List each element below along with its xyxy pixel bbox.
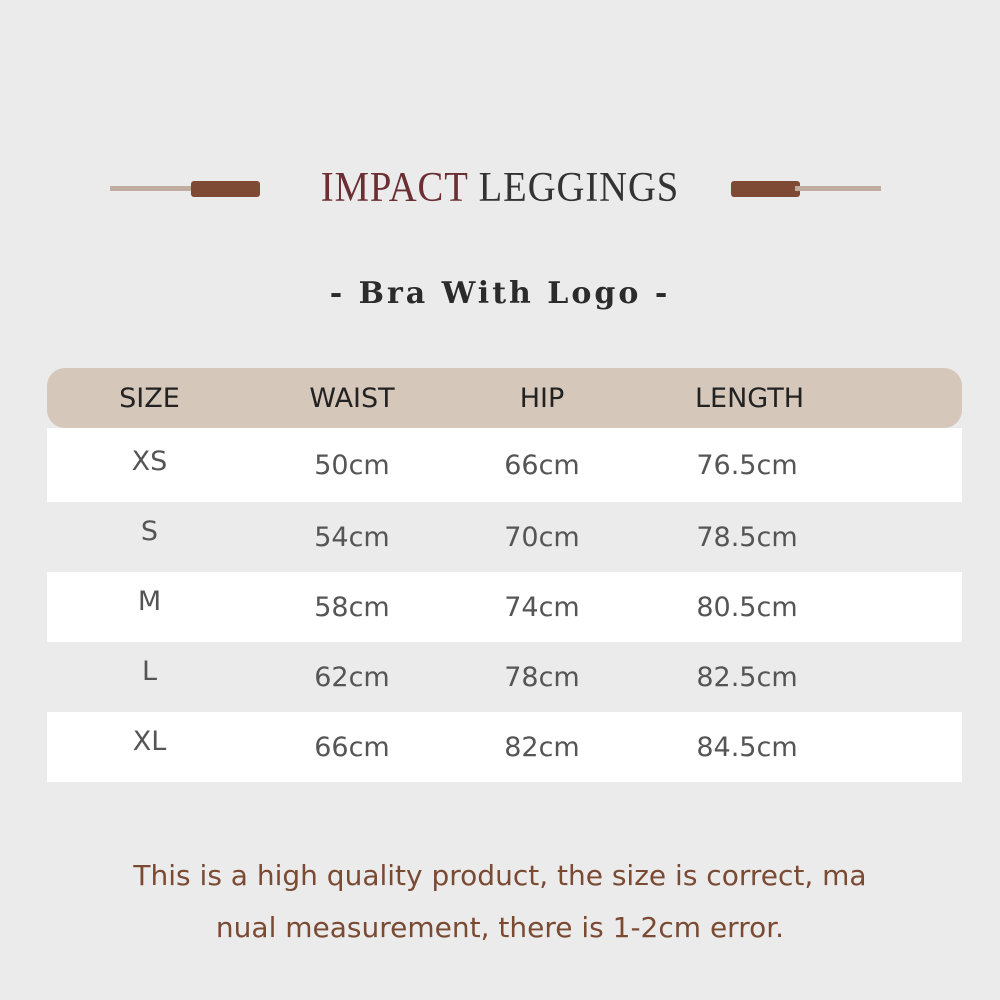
note-line-1: This is a high quality product, the size…: [133, 859, 867, 892]
header-hip: HIP: [519, 382, 565, 414]
cell-length: 76.5cm: [696, 449, 798, 481]
table-row: M 58cm 74cm 80.5cm: [47, 572, 962, 642]
cell-hip: 78cm: [504, 661, 580, 693]
cell-size: L: [141, 656, 158, 687]
cell-hip: 66cm: [504, 449, 580, 481]
header-length: LENGTH: [694, 382, 805, 414]
measurement-note: This is a high quality product, the size…: [0, 850, 1000, 954]
title-accent: IMPACT: [320, 165, 469, 211]
cell-length: 80.5cm: [696, 591, 798, 623]
table-row: XL 66cm 82cm 84.5cm: [47, 712, 962, 782]
cell-size: M: [137, 586, 162, 617]
title-banner: IMPACT LEGGINGS: [0, 160, 1000, 220]
cell-length: 82.5cm: [696, 661, 798, 693]
cell-length: 84.5cm: [696, 731, 798, 763]
cell-hip: 82cm: [504, 731, 580, 763]
cell-size: S: [140, 516, 159, 547]
decorative-bar-right: [731, 181, 800, 197]
header-size: SIZE: [119, 382, 180, 414]
cell-hip: 74cm: [504, 591, 580, 623]
table-header: SIZE WAIST HIP LENGTH: [47, 368, 962, 428]
table-row: XS 50cm 66cm 76.5cm: [47, 428, 962, 502]
note-line-2: nual measurement, there is 1-2cm error.: [215, 911, 785, 944]
table-row: S 54cm 70cm 78.5cm: [47, 502, 962, 572]
decorative-bar-left: [191, 181, 260, 197]
cell-waist: 50cm: [314, 449, 390, 481]
cell-waist: 54cm: [314, 521, 390, 553]
decorative-line-right: [795, 186, 881, 191]
cell-waist: 66cm: [314, 731, 390, 763]
decorative-line-left: [110, 186, 200, 191]
cell-waist: 58cm: [314, 591, 390, 623]
cell-hip: 70cm: [504, 521, 580, 553]
cell-waist: 62cm: [314, 661, 390, 693]
page-title: IMPACT LEGGINGS: [40, 164, 960, 212]
cell-size: XL: [132, 726, 167, 757]
cell-length: 78.5cm: [696, 521, 798, 553]
subtitle: - Bra With Logo -: [329, 276, 671, 311]
table-row: L 62cm 78cm 82.5cm: [47, 642, 962, 712]
size-table: SIZE WAIST HIP LENGTH XS 50cm 66cm 76.5c…: [47, 368, 962, 782]
cell-size: XS: [131, 446, 168, 477]
title-main: LEGGINGS: [478, 165, 680, 211]
header-waist: WAIST: [309, 382, 395, 414]
